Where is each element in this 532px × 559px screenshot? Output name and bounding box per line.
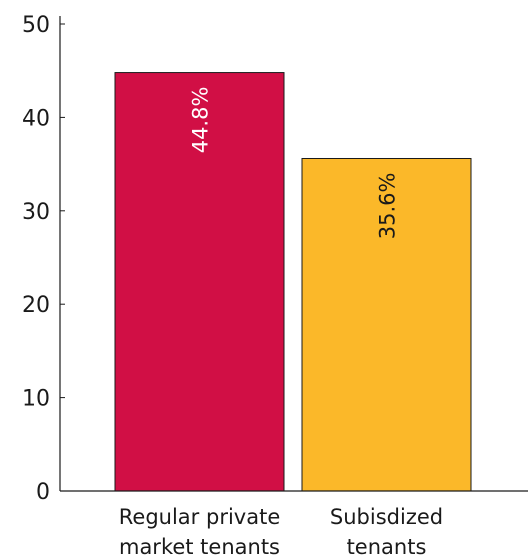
bar — [301, 157, 472, 492]
x-axis: Regular private market tenants Subisdized t… — [60, 490, 528, 559]
y-tick-label: 30 — [22, 200, 50, 225]
bars: 44.8% 35.6% — [114, 72, 472, 492]
y-tick-label: 50 — [22, 13, 50, 38]
y-axis: 0 10 20 30 40 50 — [22, 13, 65, 505]
y-tick-label: 40 — [22, 106, 50, 131]
y-tick-label: 20 — [22, 293, 50, 318]
category-label: Regular private — [119, 505, 280, 529]
y-tick-label: 0 — [36, 480, 50, 505]
data-label: 44.8% — [189, 87, 213, 154]
category-label: Subisdized — [330, 505, 443, 529]
y-tick-label: 10 — [22, 387, 50, 412]
data-label: 35.6% — [376, 172, 400, 239]
category-label: tenants — [347, 535, 427, 559]
category-label: market tenants — [119, 535, 280, 559]
